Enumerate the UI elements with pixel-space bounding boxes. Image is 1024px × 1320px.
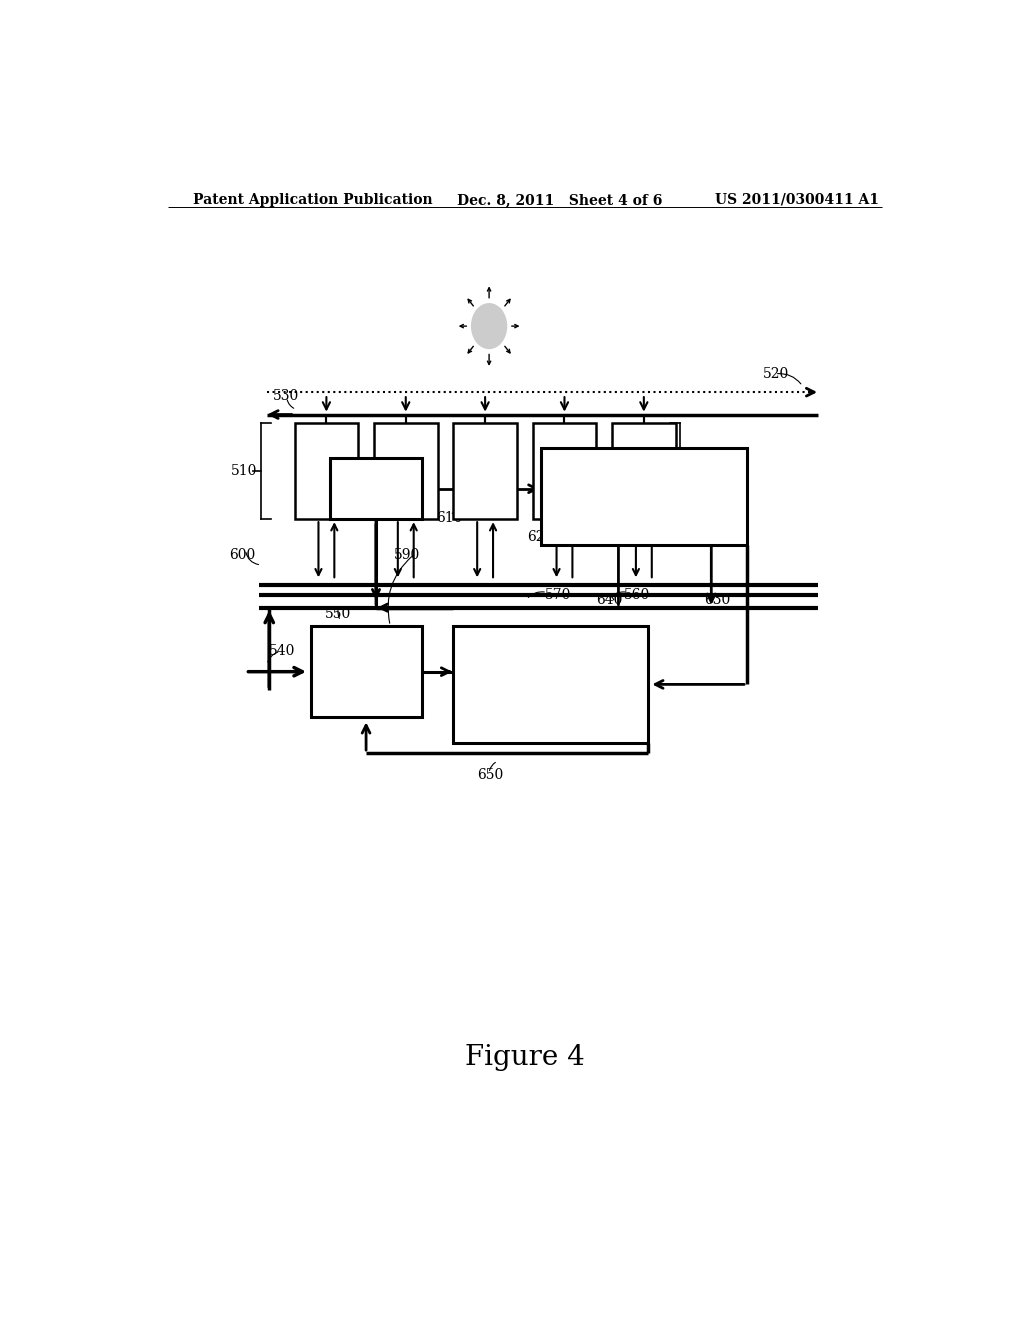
Text: 560: 560 [624,589,650,602]
Bar [454,626,648,743]
Bar [454,422,517,519]
Text: 650: 650 [477,768,504,783]
Bar [374,422,437,519]
Text: Figure 4: Figure 4 [465,1044,585,1072]
Text: Dec. 8, 2011   Sheet 4 of 6: Dec. 8, 2011 Sheet 4 of 6 [458,193,663,207]
Bar [541,447,748,545]
Text: 600: 600 [229,548,256,562]
Text: 610: 610 [436,511,462,525]
Text: 510: 510 [697,463,723,478]
Text: 510: 510 [231,463,258,478]
Text: 620: 620 [527,529,553,544]
Text: Patent Application Publication: Patent Application Publication [194,193,433,207]
Text: 520: 520 [763,367,790,381]
Bar [295,422,358,519]
Bar [331,458,422,519]
Text: 590: 590 [394,548,420,562]
Text: 540: 540 [269,644,296,659]
Text: 630: 630 [705,593,730,606]
Text: 530: 530 [273,389,299,403]
Bar [310,626,422,718]
Text: 640: 640 [596,593,623,606]
Bar [532,422,596,519]
Text: 550: 550 [325,607,351,620]
Text: US 2011/0300411 A1: US 2011/0300411 A1 [715,193,880,207]
Bar [612,422,676,519]
Circle shape [472,304,507,348]
Text: 580: 580 [371,500,397,513]
Text: 570: 570 [545,589,571,602]
